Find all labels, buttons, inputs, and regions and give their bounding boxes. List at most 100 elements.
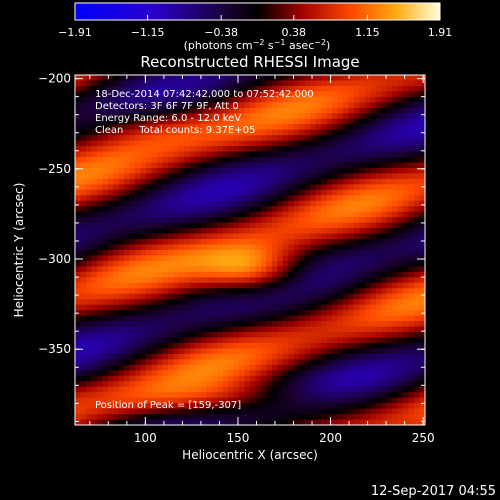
heatmap-cell xyxy=(277,353,284,360)
heatmap-cell xyxy=(239,408,245,415)
heatmap-cell xyxy=(75,321,81,327)
heatmap-cell xyxy=(151,414,158,420)
heatmap-cell xyxy=(332,200,338,207)
heatmap-cell xyxy=(255,332,262,338)
heatmap-cell xyxy=(113,408,120,415)
heatmap-cell xyxy=(140,310,147,317)
heatmap-cell xyxy=(337,353,344,360)
heatmap-cell xyxy=(304,260,311,267)
heatmap-cell xyxy=(403,217,409,224)
heatmap-cell xyxy=(233,392,240,399)
heatmap-cell xyxy=(255,381,262,388)
heatmap-cell xyxy=(162,113,169,120)
heatmap-cell xyxy=(375,359,382,366)
heatmap-cell xyxy=(266,91,273,98)
heatmap-cell xyxy=(255,277,262,284)
heatmap-cell xyxy=(293,140,300,147)
heatmap-cell xyxy=(184,332,191,338)
heatmap-cell xyxy=(102,233,109,240)
heatmap-cell xyxy=(250,211,256,218)
heatmap-cell xyxy=(228,370,234,377)
heatmap-cell xyxy=(239,392,245,399)
heatmap-cell xyxy=(359,222,366,229)
heatmap-cell xyxy=(173,282,180,289)
heatmap-cell xyxy=(408,332,415,338)
heatmap-cell xyxy=(167,85,174,92)
heatmap-cell xyxy=(91,173,98,180)
heatmap-cell xyxy=(129,332,136,338)
heatmap-cell xyxy=(255,206,262,213)
heatmap-cell xyxy=(414,239,420,245)
heatmap-cell xyxy=(304,135,311,142)
heatmap-cell xyxy=(364,228,371,234)
heatmap-cell xyxy=(370,189,377,196)
heatmap-cell xyxy=(140,386,147,393)
heatmap-cell xyxy=(255,200,262,207)
heatmap-cell xyxy=(151,260,158,267)
heatmap-cell xyxy=(244,167,251,174)
heatmap-cell xyxy=(146,129,152,136)
heatmap-cell xyxy=(96,277,103,284)
heatmap-cell xyxy=(233,206,240,213)
heatmap-cell xyxy=(244,348,251,355)
heatmap-cell xyxy=(288,195,295,202)
heatmap-cell xyxy=(195,375,202,382)
heatmap-cell xyxy=(239,288,245,295)
heatmap-cell xyxy=(414,370,420,377)
heatmap-cell xyxy=(113,310,120,317)
heatmap-cell xyxy=(244,85,251,92)
heatmap-cell xyxy=(397,129,404,136)
heatmap-cell xyxy=(288,91,295,98)
heatmap-cell xyxy=(353,337,360,344)
heatmap-cell xyxy=(157,167,163,174)
heatmap-cell xyxy=(321,293,327,300)
heatmap-cell xyxy=(129,392,136,399)
heatmap-cell xyxy=(293,75,300,81)
heatmap-cell xyxy=(135,403,142,409)
heatmap-cell xyxy=(293,124,300,131)
heatmap-cell xyxy=(359,211,366,218)
heatmap-cell xyxy=(293,250,300,256)
heatmap-cell xyxy=(299,195,306,202)
heatmap-cell xyxy=(332,364,338,371)
heatmap-cell xyxy=(244,310,251,317)
heatmap-cell xyxy=(299,386,306,393)
heatmap-cell xyxy=(157,113,163,120)
heatmap-cell xyxy=(288,321,295,327)
heatmap-cell xyxy=(419,255,426,262)
heatmap-cell xyxy=(370,173,377,180)
heatmap-cell xyxy=(124,370,131,377)
heatmap-cell xyxy=(288,178,295,185)
heatmap-cell xyxy=(151,359,158,366)
heatmap-cell xyxy=(211,233,218,240)
heatmap-cell xyxy=(129,222,136,229)
heatmap-cell xyxy=(408,326,415,333)
heatmap-cell xyxy=(304,184,311,191)
heatmap-cell xyxy=(353,364,360,371)
heatmap-cell xyxy=(135,282,142,289)
heatmap-cell xyxy=(135,195,142,202)
heatmap-cell xyxy=(91,85,98,92)
heatmap-cell xyxy=(386,189,393,196)
heatmap-cell xyxy=(293,162,300,169)
heatmap-cell xyxy=(118,184,125,191)
heatmap-cell xyxy=(375,332,382,338)
heatmap-cell xyxy=(337,124,344,131)
heatmap-cell xyxy=(206,162,213,169)
heatmap-cell xyxy=(151,211,158,218)
heatmap-cell xyxy=(255,129,262,136)
heatmap-cell xyxy=(107,91,114,98)
heatmap-cell xyxy=(233,151,240,158)
heatmap-cell xyxy=(178,96,185,103)
heatmap-cell xyxy=(228,124,234,131)
heatmap-cell xyxy=(315,310,322,317)
heatmap-cell xyxy=(381,96,388,103)
heatmap-cell xyxy=(381,211,388,218)
heatmap-cell xyxy=(135,397,142,404)
heatmap-cell xyxy=(414,173,420,180)
heatmap-cell xyxy=(91,255,98,262)
heatmap-cell xyxy=(167,353,174,360)
heatmap-cell xyxy=(266,195,273,202)
heatmap-cell xyxy=(75,315,81,322)
heatmap-cell xyxy=(200,348,207,355)
